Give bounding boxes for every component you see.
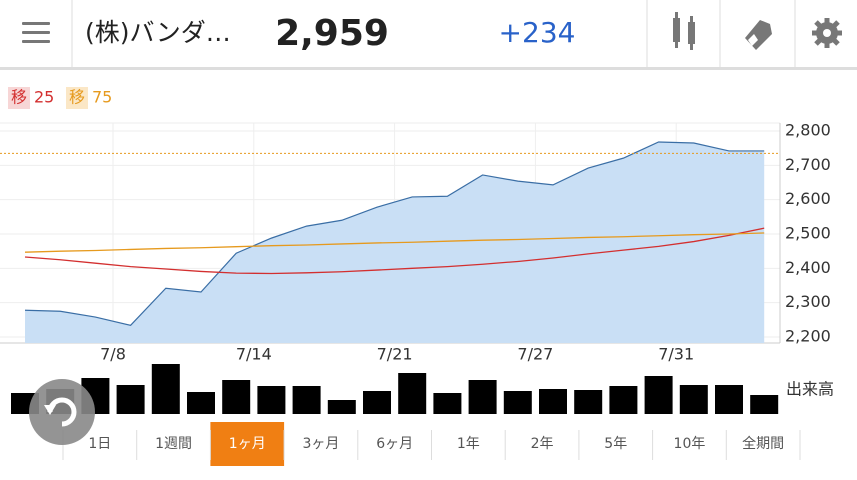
tag-button[interactable] [745,20,772,50]
tab[interactable]: 1年 [457,436,480,452]
legend-tag: 移 [11,88,27,107]
volume-bar [503,391,532,414]
tabs: 1日 1週間 1ヶ月 3ヶ月 6ヶ月 1年 2年 5年 10年 全期間 [62,422,801,466]
settings-button[interactable] [812,18,842,48]
y-tick-label: 2,200 [785,327,831,346]
volume-bar [116,385,145,414]
x-tick-label: 7/14 [236,345,272,364]
volume-label: 出来高 [786,380,834,399]
volume-bar [715,385,743,414]
ma-line [24,232,765,253]
volume-bar [574,390,603,414]
x-tick-label: 7/21 [377,345,413,364]
stock-name: (株)バンダ… [85,18,231,47]
tab[interactable]: 2年 [531,436,554,452]
tab[interactable]: 6ヶ月 [376,436,413,452]
volume-bar [363,391,391,414]
tab[interactable]: 3ヶ月 [302,436,339,452]
header-shadow [0,67,857,70]
y-tick-label: 2,800 [785,121,831,140]
legend-swatch [66,87,88,109]
volume-bar [327,400,356,414]
volume-bar [539,389,567,414]
tab[interactable]: 1ヶ月 [229,436,266,452]
legend-label: 25 [34,88,54,107]
x-tick-label: 7/31 [658,345,694,364]
legend-swatch [8,87,30,109]
y-tick-label: 2,600 [785,189,831,208]
price: 2,959 [275,13,389,54]
x-tick-label: 7/27 [517,345,553,364]
x-tick-label: 7/8 [100,345,126,364]
volume-bar [468,380,497,414]
tab[interactable]: 10年 [674,436,706,452]
volume-bar [292,386,321,414]
ma-line [24,227,765,275]
legend-label: 75 [92,88,112,107]
volume-bar [151,364,180,414]
tab[interactable]: 1週間 [155,436,192,452]
price-line [24,141,765,326]
y-tick-label: 2,400 [785,258,831,277]
candle-button[interactable] [673,12,695,50]
legend: 移 25 移 75 [8,87,112,109]
tab[interactable]: 全期間 [742,435,784,452]
y-tick-label: 2,300 [785,292,831,311]
volume-bar [433,393,462,414]
plot: 2,200 2,300 2,400 2,500 2,600 2,700 2,800 7/8 7/… [0,121,834,414]
y-tick-label: 2,700 [785,155,831,174]
volume-bar [222,380,251,414]
legend-tag: 移 [69,88,85,107]
change: +234 [499,16,576,49]
volume-bar [644,376,673,414]
volume-bar [187,392,215,414]
volume-bar [679,385,708,414]
tab[interactable]: 1日 [88,436,111,452]
volume-bar [257,386,286,414]
tab[interactable]: 5年 [604,436,627,452]
volume-bar [609,386,638,414]
volume-bar [750,395,779,414]
reload-button[interactable] [29,379,95,445]
y-tick-label: 2,500 [785,224,831,243]
volume-bar [398,373,427,414]
menu-button[interactable] [22,22,50,43]
header-bg [0,0,857,68]
tab-active-bg [210,422,285,466]
